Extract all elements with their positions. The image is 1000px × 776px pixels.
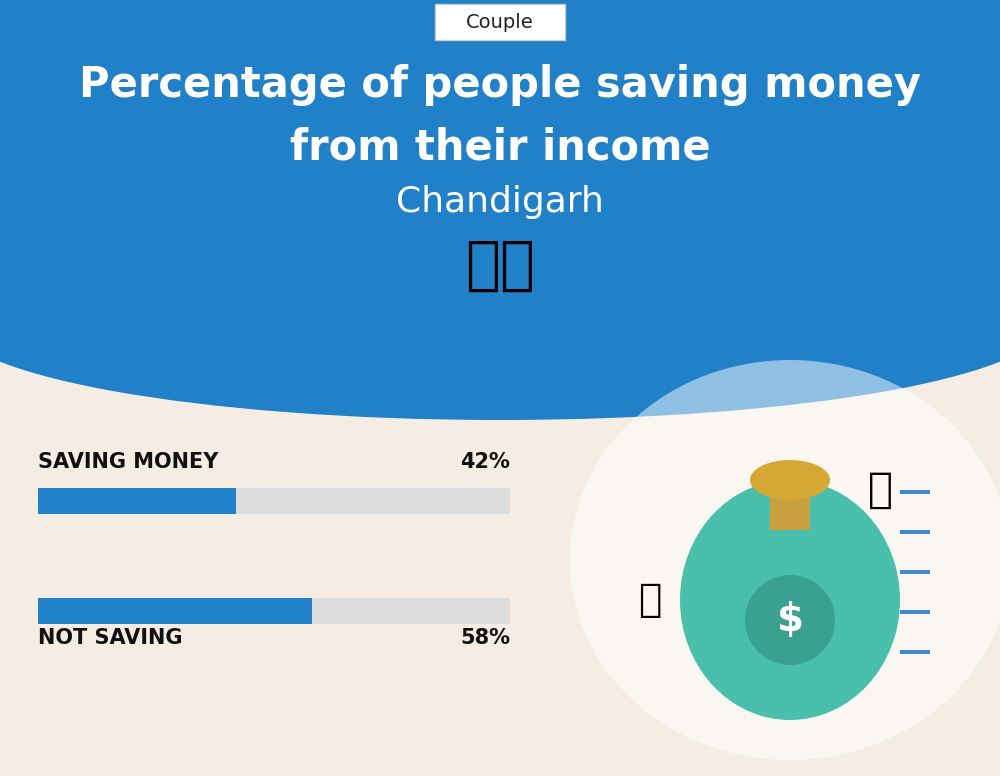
Text: SAVING MONEY: SAVING MONEY [38, 452, 218, 472]
Bar [770, 490, 810, 530]
Bar [900, 530, 930, 534]
Text: 🇮🇳: 🇮🇳 [465, 237, 535, 293]
Bar [38, 598, 510, 624]
Ellipse shape [570, 360, 1000, 760]
Text: 🧑: 🧑 [868, 469, 893, 511]
Ellipse shape [745, 575, 835, 665]
Ellipse shape [750, 460, 830, 500]
Text: Couple: Couple [466, 12, 534, 32]
Bar [900, 490, 930, 494]
Bar [38, 488, 510, 514]
Ellipse shape [0, 220, 1000, 420]
Text: NOT SAVING: NOT SAVING [38, 628, 182, 648]
Text: $: $ [776, 601, 804, 639]
Bar [38, 598, 312, 624]
FancyBboxPatch shape [435, 4, 565, 40]
Text: 42%: 42% [460, 452, 510, 472]
Text: 🧍: 🧍 [638, 581, 662, 619]
Text: Chandigarh: Chandigarh [396, 185, 604, 219]
Text: from their income: from their income [290, 127, 710, 169]
Text: Percentage of people saving money: Percentage of people saving money [79, 64, 921, 106]
Ellipse shape [680, 480, 900, 720]
Bar [900, 570, 930, 574]
Bar [900, 650, 930, 654]
Bar [38, 488, 236, 514]
Text: 58%: 58% [460, 628, 510, 648]
Bar [0, 0, 1000, 320]
Bar [900, 610, 930, 614]
